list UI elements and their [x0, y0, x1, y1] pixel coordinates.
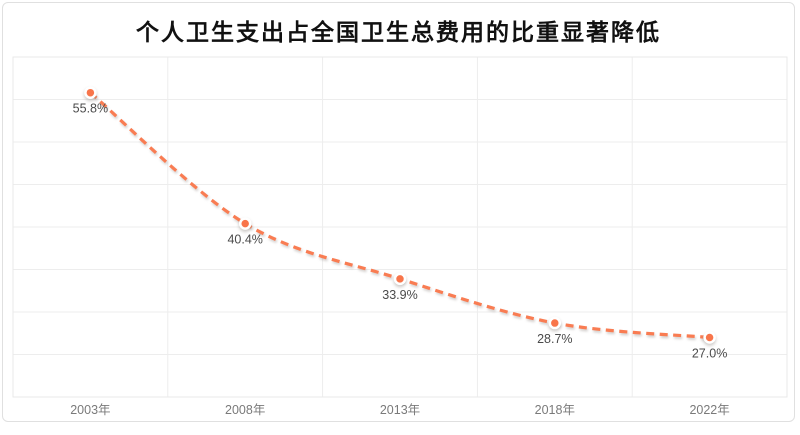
data-label: 27.0% — [692, 347, 727, 361]
x-axis-label: 2013年 — [380, 403, 420, 417]
data-point — [703, 331, 716, 344]
data-point — [393, 272, 407, 286]
data-label: 28.7% — [537, 332, 572, 346]
data-label: 40.4% — [227, 233, 262, 247]
chart-title: 个人卫生支出占全国卫生总费用的比重显著降低 — [136, 20, 661, 46]
x-axis-label: 2008年 — [225, 403, 265, 417]
data-point — [84, 86, 97, 99]
x-axis-label: 2018年 — [535, 403, 575, 417]
data-label: 33.9% — [382, 288, 417, 302]
chart-card: 个人卫生支出占全国卫生总费用的比重显著降低 — [2, 2, 795, 422]
grid — [12, 56, 788, 398]
data-label: 55.8% — [73, 102, 108, 116]
markers — [84, 86, 716, 344]
x-axis-label: 2022年 — [689, 403, 729, 417]
data-point — [238, 217, 252, 230]
x-axis-label: 2003年 — [70, 403, 110, 417]
data-point — [548, 316, 562, 330]
plot-border — [12, 56, 788, 398]
